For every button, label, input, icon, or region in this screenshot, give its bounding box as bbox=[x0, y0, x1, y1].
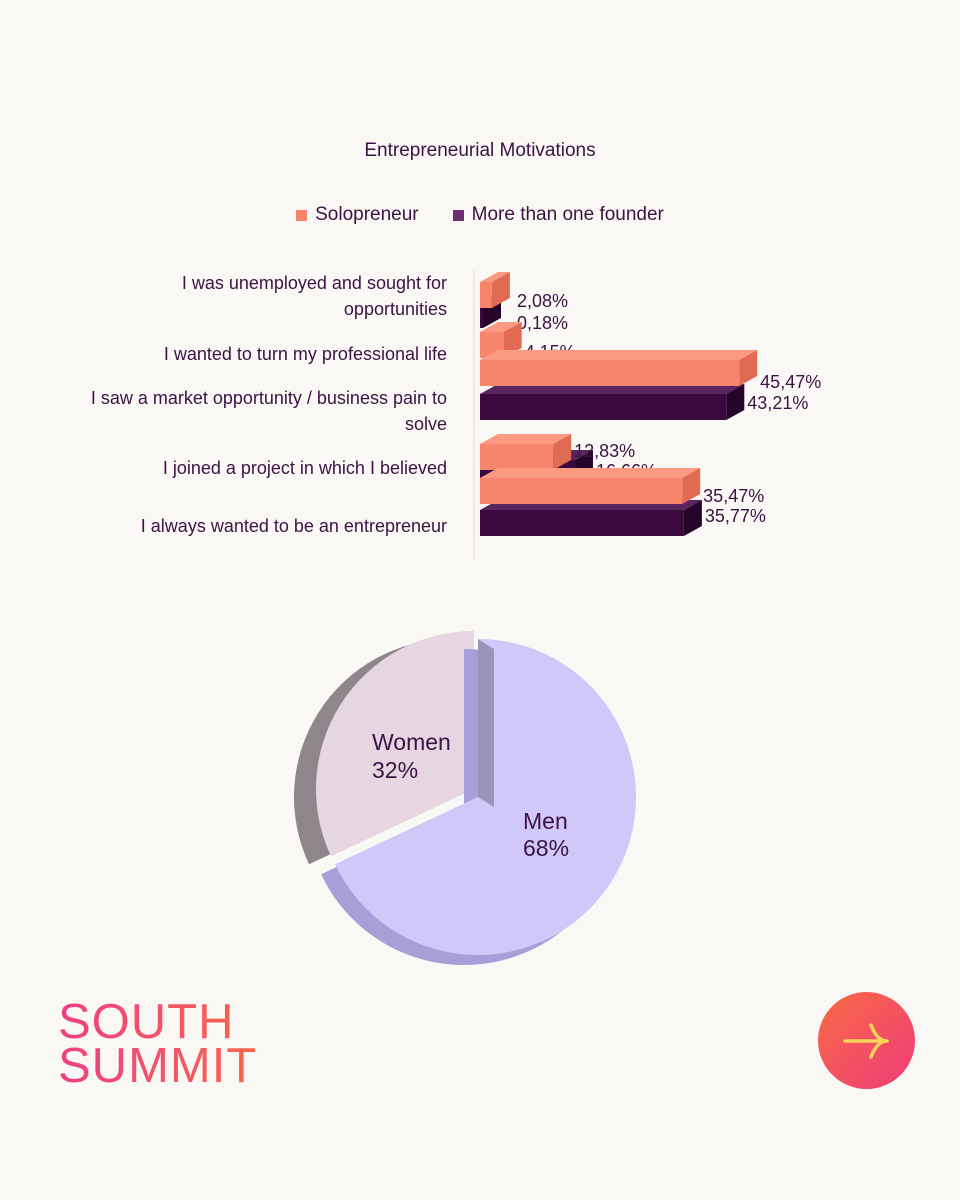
arrow-right-icon bbox=[842, 1022, 889, 1059]
pie-label-women-name: Women bbox=[372, 729, 451, 755]
logo-line-2: SUMMIT bbox=[58, 1039, 258, 1093]
legend-item-multi-founder: More than one founder bbox=[452, 204, 664, 226]
pie-label-men-name: Men bbox=[523, 808, 568, 834]
category-label: I wanted to turn my professional life bbox=[163, 344, 447, 364]
logo-line-1: SOUTH bbox=[58, 995, 235, 1049]
chart-title: Entrepreneurial Motivations bbox=[364, 140, 596, 161]
bar-label-multi-founder: 35,77% bbox=[705, 506, 766, 526]
legend-label-multi-founder: More than one founder bbox=[471, 204, 664, 225]
bar-solopreneur bbox=[480, 350, 758, 386]
bar-chart: 2,08%0,18%4,15%4,18%45,47%43,21%12,83%16… bbox=[473, 270, 821, 560]
legend-swatch-solopreneur bbox=[296, 209, 308, 221]
legend-item-solopreneur: Solopreneur bbox=[296, 204, 419, 226]
pie-slice-men bbox=[321, 639, 636, 965]
bar-label-solopreneur: 35,47% bbox=[703, 486, 764, 506]
bar-solopreneur bbox=[480, 272, 510, 308]
bar-label-solopreneur: 45,47% bbox=[760, 372, 821, 392]
bar-label-multi-founder: 0,18% bbox=[517, 313, 568, 333]
bar-label-multi-founder: 43,21% bbox=[747, 393, 808, 413]
legend-swatch-multi-founder bbox=[452, 209, 464, 221]
category-label: I joined a project in which I believed bbox=[162, 458, 447, 478]
legend-label-solopreneur: Solopreneur bbox=[315, 204, 419, 225]
bar-label-solopreneur: 2,08% bbox=[517, 291, 568, 311]
next-button[interactable] bbox=[818, 992, 915, 1089]
pie-label-men-value: 68% bbox=[523, 835, 569, 861]
south-summit-logo: SOUTH SUMMIT bbox=[58, 1000, 257, 1088]
category-label: I always wanted to be an entrepreneur bbox=[140, 516, 447, 536]
category-label: I saw a market opportunity / business pa… bbox=[90, 388, 447, 434]
pie-label-women-value: 32% bbox=[372, 757, 418, 783]
bar-solopreneur bbox=[480, 434, 572, 470]
bar-multi-founder bbox=[480, 384, 745, 420]
pie-slice-women bbox=[293, 631, 474, 865]
bar-solopreneur bbox=[480, 468, 701, 504]
category-label: I was unemployed and sought for opportun… bbox=[181, 273, 447, 319]
chart-legend: Solopreneur More than one founder bbox=[0, 204, 960, 226]
bar-label-solopreneur: 12,83% bbox=[574, 441, 635, 461]
bar-multi-founder bbox=[480, 500, 702, 536]
